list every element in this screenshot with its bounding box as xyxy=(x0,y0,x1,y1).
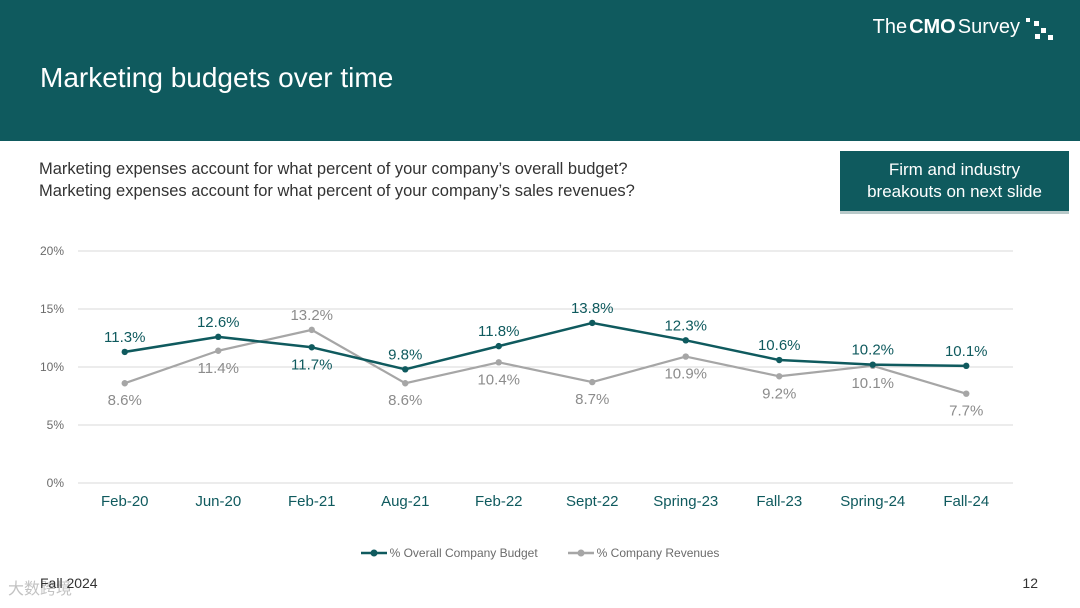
x-tick-label: Feb-21 xyxy=(288,493,336,510)
x-tick-label: Spring-24 xyxy=(840,493,905,510)
page-number: 12 xyxy=(1022,575,1038,591)
series-line-revenues xyxy=(124,328,967,395)
data-label-budget: 11.8% xyxy=(478,323,519,340)
data-label-revenues: 8.7% xyxy=(575,391,609,408)
legend-revenues-label: % Company Revenues xyxy=(596,546,720,560)
data-point-revenues xyxy=(776,373,783,380)
data-point-revenues xyxy=(682,353,689,360)
x-tick-label: Jun-20 xyxy=(195,493,241,510)
x-tick-label: Aug-21 xyxy=(381,493,429,510)
data-point-budget xyxy=(215,333,222,341)
logo-dots-icon xyxy=(1024,16,1054,42)
data-point-revenues xyxy=(215,347,222,354)
y-tick-label: 5% xyxy=(47,418,65,432)
data-label-budget: 11.3% xyxy=(104,329,145,346)
y-tick-label: 0% xyxy=(47,476,65,490)
footer-edition: Fall 2024 xyxy=(40,575,98,591)
legend-revenues-swatch-icon xyxy=(567,549,594,557)
chart-legend: % Overall Company Budget % Company Reven… xyxy=(0,546,1080,560)
x-tick-label: Feb-22 xyxy=(475,493,523,510)
data-label-budget: 10.1% xyxy=(945,343,988,360)
data-label-budget: 13.8% xyxy=(571,300,614,317)
data-label-budget: 10.6% xyxy=(758,337,801,354)
x-tick-label: Fall-23 xyxy=(756,493,802,510)
data-point-budget xyxy=(495,342,502,350)
data-point-revenues xyxy=(963,390,970,397)
header-band: Marketing budgets over time The CMO Surv… xyxy=(0,0,1080,141)
data-point-budget xyxy=(963,362,970,370)
logo-prefix: The xyxy=(872,16,908,38)
data-point-revenues xyxy=(121,380,128,387)
data-point-revenues xyxy=(589,378,596,386)
watermark: 大数跨境 xyxy=(8,581,73,598)
data-label-budget: 9.8% xyxy=(388,346,422,363)
series-line-budget xyxy=(124,321,967,371)
data-label-revenues: 11.4% xyxy=(198,360,239,377)
data-label-budget: 12.6% xyxy=(197,314,240,331)
data-label-revenues: 10.9% xyxy=(664,366,707,383)
y-tick-label: 10% xyxy=(40,360,64,374)
survey-questions: Marketing expenses account for what perc… xyxy=(39,158,635,202)
legend-item-budget: % Overall Company Budget xyxy=(360,546,538,560)
slide-title: Marketing budgets over time xyxy=(40,62,394,93)
data-label-revenues: 10.4% xyxy=(477,371,520,388)
x-tick-label: Feb-20 xyxy=(101,493,149,510)
data-point-revenues xyxy=(308,326,315,334)
legend-budget-swatch-icon xyxy=(360,549,387,557)
y-tick-label: 15% xyxy=(40,302,64,316)
data-label-budget: 11.7% xyxy=(291,356,332,373)
data-point-revenues xyxy=(402,380,409,387)
logo-bold: CMO xyxy=(909,16,956,38)
data-point-budget xyxy=(682,337,689,344)
line-chart: 0% 5% 10% 15% 20% Feb-20 Jun-20 Feb-21 Aug-21 Feb… xyxy=(40,244,1013,510)
x-tick-label: Fall-24 xyxy=(943,493,989,510)
x-tick-label: Sept-22 xyxy=(566,493,619,510)
data-point-budget xyxy=(589,319,596,327)
data-point-budget xyxy=(869,361,876,368)
breakouts-callout[interactable]: Firm and industry breakouts on next slid… xyxy=(840,151,1069,214)
data-point-budget xyxy=(776,356,783,364)
data-label-revenues: 8.6% xyxy=(108,392,142,409)
x-tick-label: Spring-23 xyxy=(653,493,718,510)
legend-budget-label: % Overall Company Budget xyxy=(389,546,538,560)
data-point-budget xyxy=(402,366,409,373)
data-label-revenues: 7.7% xyxy=(949,403,983,420)
question-budget: Marketing expenses account for what perc… xyxy=(39,160,628,178)
data-point-budget xyxy=(121,348,128,356)
data-label-revenues: 9.2% xyxy=(762,385,796,402)
data-label-revenues: 10.1% xyxy=(851,375,894,392)
data-point-revenues xyxy=(495,359,502,366)
cmo-survey-logo: The CMO Survey xyxy=(873,16,1054,46)
callout-line-1: Firm and industry xyxy=(888,160,1021,179)
data-label-budget: 12.3% xyxy=(664,317,707,334)
callout-line-2: breakouts on next slide xyxy=(867,182,1042,201)
legend-item-revenues: % Company Revenues xyxy=(567,546,720,560)
data-label-revenues: 8.6% xyxy=(388,392,422,409)
question-revenues: Marketing expenses account for what perc… xyxy=(39,182,635,200)
data-point-budget xyxy=(308,344,315,351)
data-label-revenues: 13.2% xyxy=(290,307,333,324)
data-label-budget: 10.2% xyxy=(851,342,894,359)
y-tick-label: 20% xyxy=(40,244,64,258)
logo-suffix: Survey xyxy=(957,16,1020,38)
